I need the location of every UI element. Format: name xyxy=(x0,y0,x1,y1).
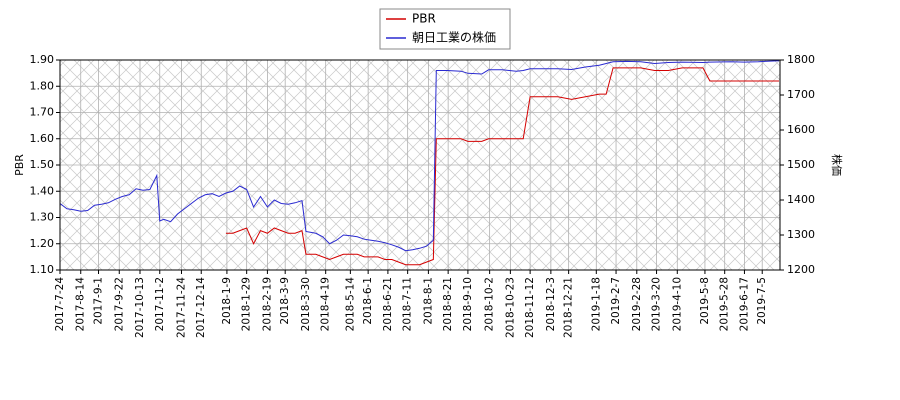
x-tick-label: 2019-3-20 xyxy=(651,277,663,331)
x-tick-label: 2017-10-13 xyxy=(134,277,146,338)
legend-box xyxy=(379,8,511,50)
y2-tick-label: 1500 xyxy=(787,158,815,171)
series-line xyxy=(59,60,780,252)
x-tick-label: 2018-12-3 xyxy=(545,277,557,331)
y-tick-label: 1.20 xyxy=(30,237,55,250)
legend-label: 朝日工業の株価 xyxy=(412,30,496,45)
series-line xyxy=(225,67,780,266)
x-tick-label: 2018-10-23 xyxy=(504,277,516,338)
x-tick-label: 2017-7-24 xyxy=(54,277,66,332)
x-tick-label: 2018-4-19 xyxy=(320,277,332,331)
x-tick-label: 2018-11-12 xyxy=(524,277,536,338)
y2-axis-label: 株価 xyxy=(830,154,844,176)
legend-label: PBR xyxy=(412,12,436,26)
x-tick-label: 2018-1-29 xyxy=(241,277,253,331)
x-tick-label: 2019-6-17 xyxy=(738,277,750,331)
x-tick-label: 2017-11-2 xyxy=(154,277,166,331)
y-tick-label: 1.80 xyxy=(30,79,55,92)
x-tick-label: 2019-4-10 xyxy=(671,277,683,331)
x-tick-label: 2017-9-1 xyxy=(93,277,105,325)
x-tick-label: 2019-2-28 xyxy=(631,277,643,331)
y-axis-label: PBR xyxy=(13,154,26,176)
y-tick-label: 1.70 xyxy=(30,106,55,119)
y-tick-label: 1.60 xyxy=(30,132,55,145)
x-tick-label: 2019-7-5 xyxy=(756,277,768,325)
x-tick-label: 2018-2-19 xyxy=(261,277,273,331)
y-tick-label: 1.30 xyxy=(30,211,55,224)
y2-tick-label: 1600 xyxy=(787,123,815,136)
x-tick-label: 2018-3-9 xyxy=(279,277,291,325)
y-tick-label: 1.90 xyxy=(30,53,55,66)
x-tick-label: 2017-8-14 xyxy=(75,277,87,332)
x-tick-label: 2017-9-22 xyxy=(113,277,125,331)
x-tick-label: 2018-6-21 xyxy=(382,277,394,331)
x-tick-label: 2017-11-24 xyxy=(175,277,187,338)
y2-tick-label: 1300 xyxy=(787,228,815,241)
x-tick-label: 2018-12-21 xyxy=(563,277,575,338)
y-tick-label: 1.50 xyxy=(30,158,55,171)
x-tick-label: 2018-9-10 xyxy=(462,277,474,331)
x-tick-label: 2018-3-30 xyxy=(300,277,312,331)
x-tick-label: 2018-1-9 xyxy=(221,277,233,325)
y2-tick-label: 1200 xyxy=(787,263,815,276)
y2-tick-label: 1400 xyxy=(787,193,815,206)
x-tick-label: 2018-8-1 xyxy=(422,277,434,325)
x-tick-label: 2018-7-11 xyxy=(402,277,414,331)
x-tick-label: 2018-5-14 xyxy=(344,277,356,332)
y-tick-label: 1.40 xyxy=(30,184,55,197)
x-tick-label: 2019-5-8 xyxy=(699,277,711,325)
y2-tick-label: 1700 xyxy=(787,88,815,101)
x-tick-label: 2017-12-14 xyxy=(195,277,207,338)
y-tick-label: 1.10 xyxy=(30,263,55,276)
y2-tick-label: 1800 xyxy=(787,53,815,66)
x-tick-label: 2019-1-18 xyxy=(590,277,602,331)
x-tick-label: 2019-5-28 xyxy=(719,277,731,331)
x-tick-label: 2018-6-1 xyxy=(362,277,374,325)
x-tick-label: 2018-8-21 xyxy=(442,277,454,331)
x-tick-label: 2019-2-7 xyxy=(610,277,622,325)
x-tick-label: 2018-10-2 xyxy=(484,277,496,331)
